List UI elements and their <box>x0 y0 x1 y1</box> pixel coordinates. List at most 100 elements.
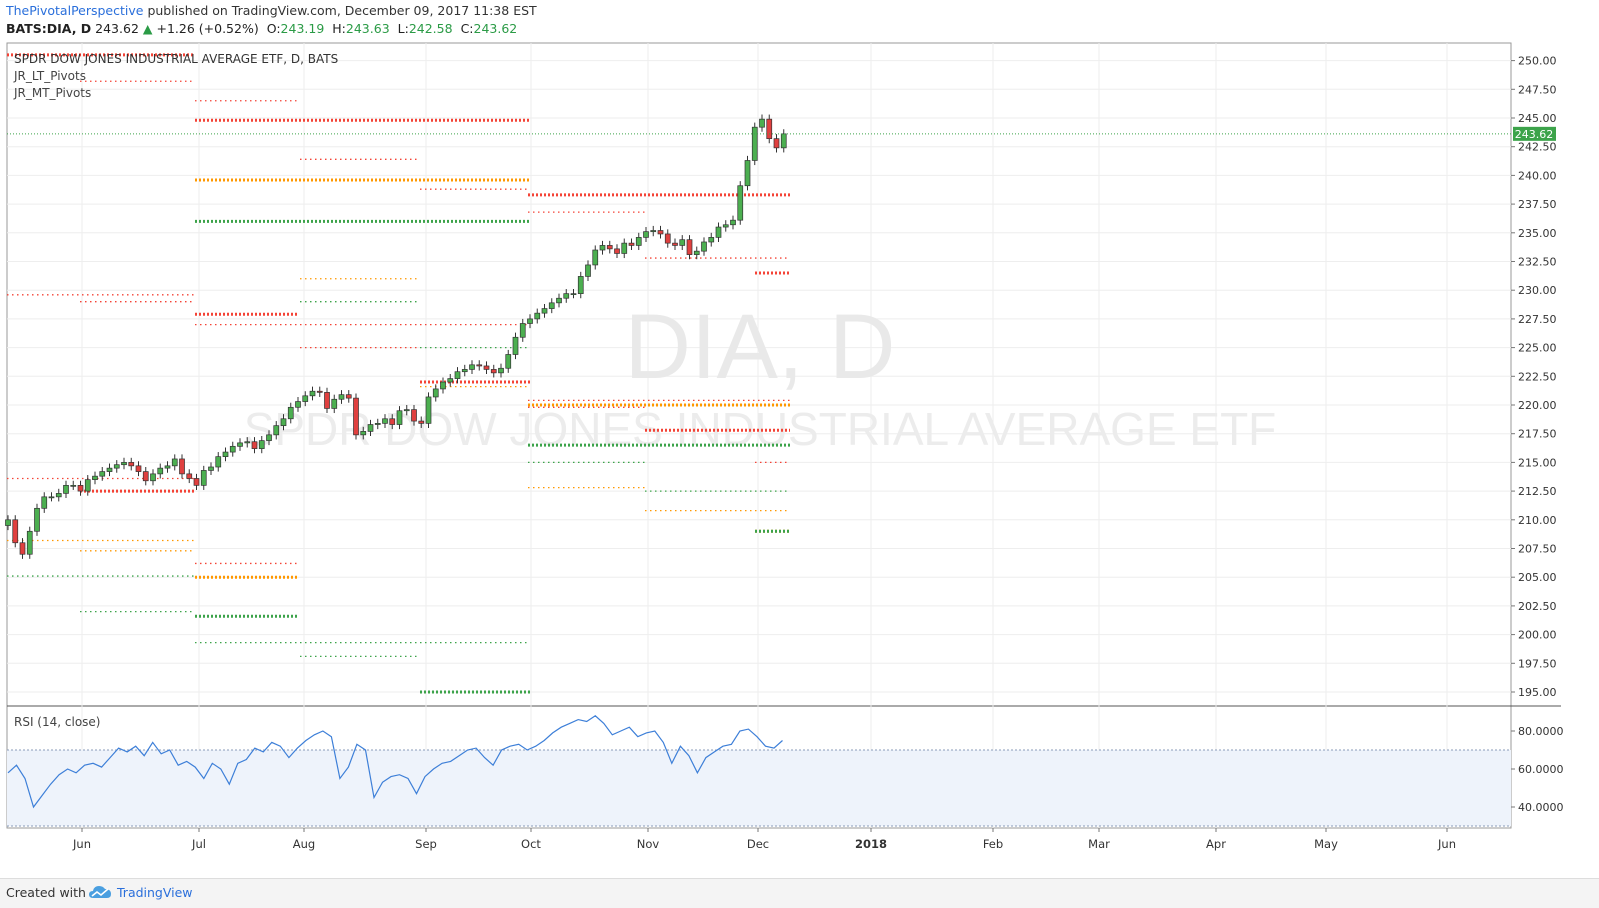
up-candle <box>635 237 642 246</box>
up-candle <box>403 409 410 412</box>
price-tick-label: 202.50 <box>1518 600 1557 613</box>
up-candle <box>621 242 628 254</box>
price-tick-label: 230.00 <box>1518 284 1557 297</box>
time-tick-label: Aug <box>293 837 315 851</box>
up-candle <box>643 231 649 238</box>
up-candle <box>382 418 388 424</box>
up-candle <box>715 226 722 238</box>
up-candle <box>70 485 77 487</box>
down-candle <box>19 542 26 555</box>
up-candle <box>157 467 164 475</box>
down-candle <box>411 409 417 422</box>
down-candle <box>483 365 490 370</box>
up-candle <box>541 308 548 314</box>
up-candle <box>309 390 316 397</box>
up-candle <box>527 318 533 324</box>
up-candle <box>556 297 562 304</box>
up-candle <box>237 442 243 447</box>
up-candle <box>505 354 512 369</box>
series-title: SPDR DOW JONES INDUSTRIAL AVERAGE ETF, D… <box>14 52 339 66</box>
symbol-label: BATS:DIA, D <box>6 21 92 36</box>
down-candle <box>686 239 693 255</box>
time-tick-label: 2018 <box>855 837 887 851</box>
up-candle <box>295 401 301 408</box>
price-change: +1.26 (+0.52%) <box>156 21 259 36</box>
up-candle <box>780 133 787 149</box>
up-candle <box>55 493 62 498</box>
up-candle <box>425 396 432 424</box>
price-tick-label: 207.50 <box>1518 543 1557 556</box>
down-candle <box>614 248 620 254</box>
rsi-tick-label: 80.0000 <box>1518 725 1564 738</box>
price-tick-label: 195.00 <box>1518 686 1557 699</box>
indicator-lt-pivots[interactable]: JR_LT_Pivots <box>14 69 86 83</box>
price-tick-label: 225.00 <box>1518 342 1557 355</box>
price-chart[interactable]: DIA, D SPDR DOW JONES INDUSTRIAL AVERAGE … <box>0 0 1599 878</box>
up-candle <box>730 219 736 226</box>
up-candle <box>26 530 33 555</box>
up-candle <box>244 441 251 444</box>
up-candle <box>258 440 265 449</box>
up-candle <box>34 507 40 532</box>
indicator-mt-pivots[interactable]: JR_MT_Pivots <box>14 86 92 100</box>
up-candle <box>208 466 214 471</box>
time-tick-label: Mar <box>1088 837 1110 851</box>
time-tick-label: Jun <box>1437 837 1456 851</box>
up-candle <box>360 431 367 436</box>
up-candle <box>708 237 715 243</box>
down-candle <box>179 458 185 475</box>
price-tick-label: 247.50 <box>1518 83 1557 96</box>
down-candle <box>628 242 635 246</box>
up-candle <box>599 245 606 251</box>
time-tick-label: Apr <box>1206 837 1226 851</box>
price-tick-label: 245.00 <box>1518 112 1557 125</box>
up-candle <box>585 264 591 277</box>
up-candle <box>229 445 236 453</box>
watermark-symbol: DIA, D <box>625 296 896 398</box>
up-candle <box>84 479 91 492</box>
up-candle <box>534 312 541 320</box>
rsi-title[interactable]: RSI (14, close) <box>14 715 101 729</box>
time-tick-label: Oct <box>521 837 541 851</box>
up-candle <box>454 371 461 379</box>
up-candle <box>744 160 751 187</box>
up-candle <box>693 250 700 255</box>
price-tick-label: 235.00 <box>1518 227 1557 240</box>
tradingview-brand[interactable]: TradingView <box>117 885 193 900</box>
up-candle <box>751 126 758 161</box>
down-candle <box>672 242 678 246</box>
price-tick-label: 215.00 <box>1518 456 1557 469</box>
high-value: 243.63 <box>345 21 390 36</box>
up-candle <box>570 293 577 295</box>
up-candle <box>563 293 570 299</box>
price-tick-label: 227.50 <box>1518 313 1557 326</box>
up-candle <box>266 434 272 441</box>
time-tick-label: Sep <box>415 837 437 851</box>
up-candle <box>280 418 287 427</box>
last-price-tag-label: 243.62 <box>1515 128 1554 141</box>
rsi-tick-label: 40.0000 <box>1518 801 1564 814</box>
up-candle <box>48 496 55 499</box>
open-label: O: <box>266 21 281 36</box>
up-candle <box>164 465 171 469</box>
up-candle <box>99 471 106 477</box>
author-link[interactable]: ThePivotalPerspective <box>6 3 144 18</box>
up-candle <box>331 398 338 409</box>
up-candle <box>41 496 48 509</box>
time-tick-label: Dec <box>747 837 769 851</box>
up-candle <box>287 406 294 420</box>
last-price-tag <box>1513 126 1556 141</box>
created-with-label: Created with <box>6 885 86 900</box>
down-candle <box>12 519 19 544</box>
up-candle <box>222 451 229 458</box>
up-candle <box>338 394 345 400</box>
low-value: 242.58 <box>408 21 453 36</box>
up-candle <box>113 464 120 469</box>
price-tick-label: 237.50 <box>1518 198 1557 211</box>
up-candle <box>215 456 222 468</box>
up-candle <box>519 323 526 338</box>
up-candle <box>701 241 707 252</box>
up-candle <box>396 410 403 425</box>
up-candle <box>121 462 127 466</box>
price-tick-label: 240.00 <box>1518 169 1557 182</box>
